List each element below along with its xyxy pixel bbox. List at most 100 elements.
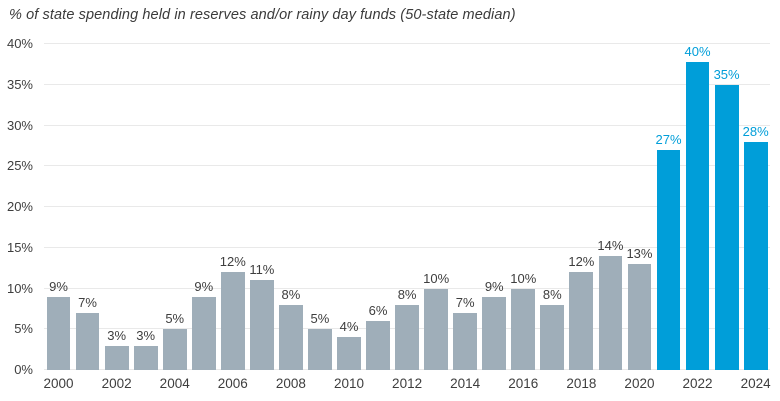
bar-2019 bbox=[598, 255, 623, 370]
bar-group-2017: 8% bbox=[538, 44, 567, 370]
x-axis-tick-label: 2024 bbox=[740, 376, 771, 391]
bar-group-2006: 12% 2006 bbox=[218, 44, 248, 391]
bar-group-2007: 11% bbox=[247, 44, 276, 370]
bar-2015 bbox=[482, 296, 507, 370]
bar-value-label: 6% bbox=[368, 303, 388, 319]
bars-container: 9% 2000 7% 3% 2002 3% 5% 2004 9% 12% 2006 11% 8% 2008… bbox=[43, 44, 770, 392]
bar-value-label: 28% bbox=[742, 123, 769, 139]
bar-value-label: 10% bbox=[423, 270, 450, 286]
bar-group-2021: 27% bbox=[654, 44, 683, 370]
bar-2014 bbox=[453, 312, 478, 370]
bar-group-2002: 3% 2002 bbox=[102, 44, 132, 391]
bar-value-label: 13% bbox=[626, 246, 653, 262]
bar-group-2008: 8% 2008 bbox=[276, 44, 306, 391]
bar-value-label: 9% bbox=[49, 278, 68, 294]
bar-2007 bbox=[249, 280, 274, 370]
bar-value-label: 10% bbox=[510, 270, 537, 286]
bar-value-label: 27% bbox=[655, 131, 682, 147]
bar-value-label: 35% bbox=[713, 66, 740, 82]
bar-group-2009: 5% bbox=[305, 44, 334, 370]
x-axis-tick-label: 2006 bbox=[217, 376, 248, 391]
bar-group-2011: 6% bbox=[364, 44, 393, 370]
x-axis-tick-label: 2008 bbox=[275, 376, 306, 391]
bar-value-label: 14% bbox=[597, 237, 624, 253]
y-axis-tick-label: 0% bbox=[14, 362, 33, 377]
bar-2022 bbox=[685, 62, 710, 370]
y-axis-tick-label: 10% bbox=[6, 280, 33, 296]
bar-group-2014: 7% 2014 bbox=[450, 44, 480, 391]
bar-value-label: 8% bbox=[397, 286, 417, 302]
y-axis: 0% 5% 10% 15% 20% 25% 30% 35% 40% bbox=[0, 37, 33, 377]
bar-value-label: 4% bbox=[339, 319, 359, 335]
bar-value-label: 8% bbox=[281, 286, 301, 302]
y-axis-tick-label: 25% bbox=[6, 158, 33, 174]
bar-2001 bbox=[75, 312, 100, 370]
bar-value-label: 8% bbox=[542, 286, 562, 302]
bar-2004 bbox=[162, 329, 187, 370]
bar-value-label: 40% bbox=[684, 44, 711, 59]
bar-2023 bbox=[714, 84, 739, 370]
bar-group-2000: 9% 2000 bbox=[43, 44, 73, 391]
bar-group-2012: 8% 2012 bbox=[392, 44, 422, 391]
bar-2020 bbox=[627, 264, 652, 370]
x-axis-tick-label: 2002 bbox=[101, 376, 132, 391]
gridline bbox=[44, 246, 770, 248]
bar-group-2005: 9% bbox=[189, 44, 218, 370]
gridline bbox=[44, 43, 770, 44]
bar-2013 bbox=[424, 288, 449, 370]
bar-2016 bbox=[511, 288, 536, 370]
bar-2021 bbox=[656, 149, 681, 370]
bar-group-2023: 35% bbox=[712, 44, 741, 370]
bar-group-2020: 13% 2020 bbox=[624, 44, 654, 391]
bar-value-label: 11% bbox=[249, 262, 275, 278]
y-axis-tick-label: 15% bbox=[6, 239, 33, 255]
bar-group-2018: 12% 2018 bbox=[566, 44, 596, 391]
y-axis-tick-label: 40% bbox=[6, 36, 33, 51]
bar-value-label: 9% bbox=[484, 278, 504, 294]
gridline bbox=[44, 124, 770, 126]
bar-2011 bbox=[366, 321, 390, 370]
bar-group-2022: 40% 2022 bbox=[683, 44, 713, 391]
x-axis-tick-label: 2004 bbox=[159, 376, 190, 391]
bar-value-label: 5% bbox=[165, 311, 185, 327]
x-axis-tick-label: 2018 bbox=[566, 376, 597, 391]
bar-value-label: 7% bbox=[78, 294, 97, 310]
x-axis-tick-label: 2012 bbox=[392, 376, 423, 391]
bar-2003 bbox=[133, 345, 158, 370]
bar-2005 bbox=[191, 296, 216, 370]
bar-group-2016: 10% 2016 bbox=[508, 44, 538, 392]
bar-group-2003: 3% bbox=[131, 44, 160, 370]
gridline bbox=[44, 287, 770, 289]
x-axis-tick-label: 2022 bbox=[682, 376, 713, 391]
bar-2008 bbox=[278, 304, 303, 370]
gridline bbox=[44, 83, 770, 85]
bar-group-2015: 9% bbox=[480, 44, 509, 370]
bar-2010 bbox=[337, 337, 361, 370]
bar-2002 bbox=[104, 345, 129, 370]
bar-value-label: 9% bbox=[194, 278, 214, 294]
y-axis-tick-label: 35% bbox=[6, 76, 33, 92]
bar-group-2004: 5% 2004 bbox=[160, 44, 190, 391]
x-axis-tick-label: 2016 bbox=[508, 376, 539, 391]
y-axis-tick-label: 5% bbox=[14, 321, 33, 337]
bar-2024 bbox=[743, 141, 768, 370]
bar-2018 bbox=[569, 272, 594, 370]
bar-group-2010: 4% 2010 bbox=[334, 44, 364, 391]
bar-group-2019: 14% bbox=[596, 44, 625, 370]
x-axis-tick-label: 2000 bbox=[43, 376, 74, 391]
chart-title: % of state spending held in reserves and… bbox=[9, 7, 516, 23]
bar-value-label: 12% bbox=[568, 254, 595, 270]
x-axis-tick-label: 2010 bbox=[333, 376, 365, 391]
x-axis-tick-label: 2020 bbox=[624, 376, 655, 391]
bar-value-label: 7% bbox=[455, 294, 475, 310]
y-axis-tick-label: 20% bbox=[6, 199, 33, 214]
gridline bbox=[44, 165, 770, 167]
y-axis-tick-label: 30% bbox=[6, 117, 33, 133]
x-axis-tick-label: 2014 bbox=[450, 376, 481, 391]
bar-2006 bbox=[220, 272, 245, 370]
bar-2012 bbox=[395, 304, 419, 370]
bar-2000 bbox=[46, 296, 71, 370]
bar-group-2013: 10% bbox=[422, 44, 451, 370]
bar-2009 bbox=[308, 329, 332, 370]
bar-2017 bbox=[540, 304, 565, 370]
